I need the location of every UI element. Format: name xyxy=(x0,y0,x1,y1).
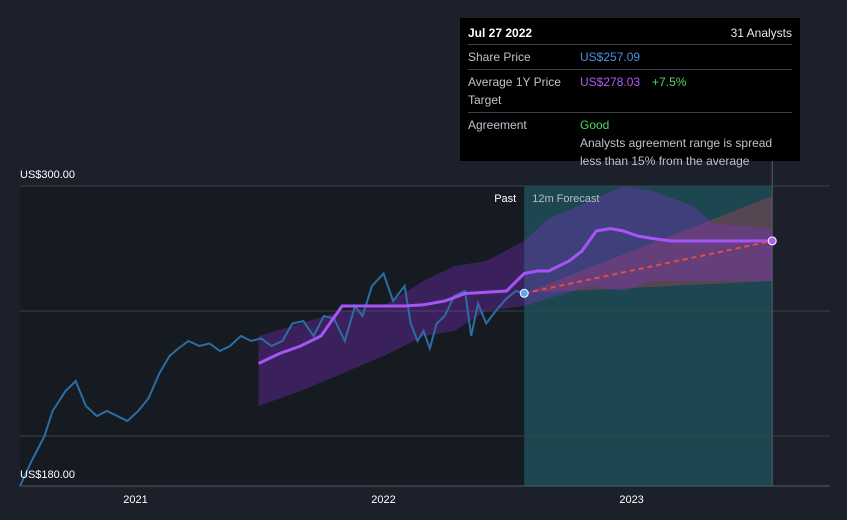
price-target-range-band xyxy=(258,186,773,406)
y-axis-label-bottom: US$180.00 xyxy=(20,469,75,481)
share-price-line xyxy=(19,271,525,487)
agreement-label: Agreement xyxy=(468,118,527,132)
agreement-value: Good xyxy=(580,118,610,132)
forecast-range-band xyxy=(524,196,773,294)
forecast-line xyxy=(523,239,773,295)
current-price-point[interactable] xyxy=(519,288,529,298)
y-axis-label-top: US$300.00 xyxy=(20,169,75,181)
average-target-line xyxy=(257,226,773,365)
x-tick-2021: 2021 xyxy=(123,494,147,506)
x-tick-2022: 2022 xyxy=(371,494,395,506)
share-price-label: Share Price xyxy=(468,50,531,64)
x-tick-2023: 2023 xyxy=(619,494,643,506)
past-zone-label: Past xyxy=(494,193,516,205)
tooltip-date: Jul 27 2022 xyxy=(468,26,533,40)
target-price-point[interactable] xyxy=(767,236,777,246)
tooltip-header: Jul 27 2022 31 Analysts xyxy=(468,26,792,45)
avg-target-value: US$278.03 xyxy=(580,75,641,89)
tooltip-analysts-count: 31 Analysts xyxy=(730,26,792,40)
share-price-value: US$257.09 xyxy=(580,50,641,64)
avg-target-change: +7.5% xyxy=(652,75,687,89)
avg-target-label: Average 1Y Price Target xyxy=(468,75,561,107)
tooltip-row-agreement: Agreement Good Analysts agreement range … xyxy=(468,113,792,173)
avg-target-values: US$278.03 +7.5% xyxy=(580,70,686,112)
agreement-values: Good Analysts agreement range is spread … xyxy=(580,113,790,173)
tooltip-row-target: Average 1Y Price Target US$278.03 +7.5% xyxy=(468,70,792,113)
tooltip-panel: Jul 27 2022 31 Analysts Share Price US$2… xyxy=(460,18,800,168)
forecast-zone-label: 12m Forecast xyxy=(532,193,599,205)
tooltip-row-share-price: Share Price US$257.09 xyxy=(468,45,792,70)
agreement-description: Analysts agreement range is spread less … xyxy=(580,136,773,168)
